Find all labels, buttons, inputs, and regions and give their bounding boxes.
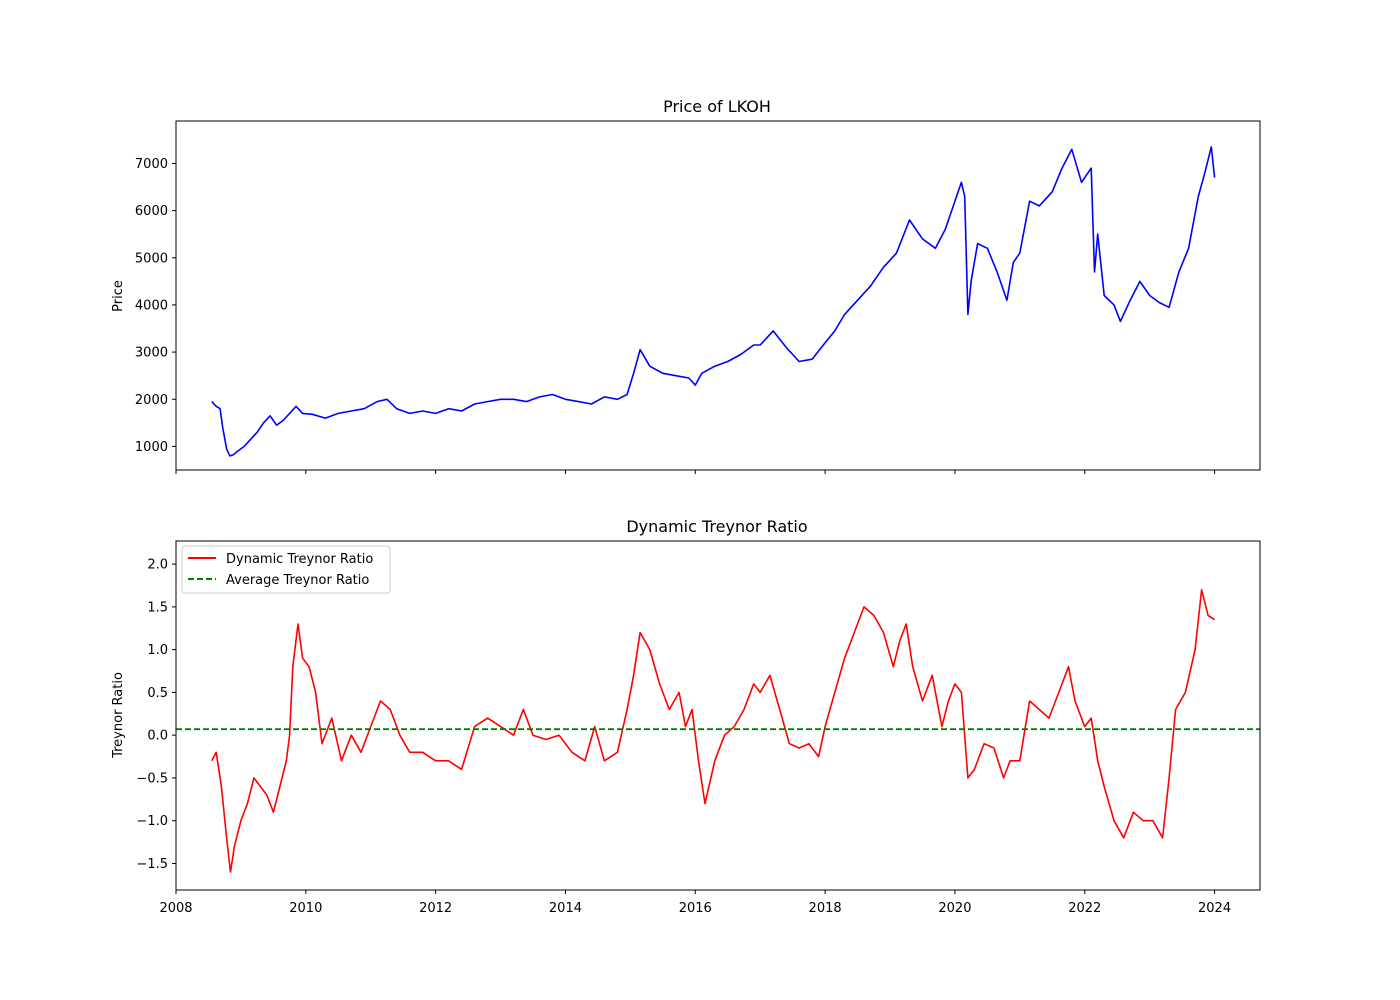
y-tick-label: 7000	[135, 157, 168, 172]
x-tick-label: 2008	[159, 901, 192, 916]
treynor-y-axis-label: Treynor Ratio	[111, 672, 126, 759]
price-y-ticks: 1000 2000 3000 4000 5000 6000 7000	[135, 157, 176, 455]
treynor-legend: Dynamic Treynor Ratio Average Treynor Ra…	[181, 545, 391, 594]
x-tick-label: 2018	[809, 901, 842, 916]
y-tick-label: −1.0	[136, 814, 168, 829]
price-panel: Price of LKOH Price 1000 2000 3000 4000 5000…	[111, 97, 1261, 474]
y-tick-label: 0.5	[147, 686, 168, 701]
treynor-axes-frame	[175, 540, 1261, 891]
price-x-ticks	[175, 470, 1216, 474]
x-tick-label: 2014	[549, 901, 582, 916]
series-line	[211, 146, 1216, 457]
treynor-chart-title: Dynamic Treynor Ratio	[626, 517, 807, 536]
legend-label-dynamic: Dynamic Treynor Ratio	[226, 552, 373, 567]
price-lines	[211, 146, 1216, 457]
series-line	[210, 588, 1216, 873]
y-tick-label: 3000	[135, 346, 168, 361]
treynor-y-ticks: −1.5 −1.0 −0.5 0.0 0.5 1.0 1.5 2.0	[136, 558, 176, 872]
x-tick-label: 2024	[1198, 901, 1231, 916]
x-tick-label: 2010	[289, 901, 322, 916]
y-tick-label: 6000	[135, 204, 168, 219]
y-tick-label: −1.5	[136, 857, 168, 872]
x-tick-label: 2022	[1068, 901, 1101, 916]
treynor-panel: Dynamic Treynor Ratio Treynor Ratio −1.5…	[111, 517, 1261, 916]
y-tick-label: 1.0	[147, 643, 168, 658]
y-tick-label: −0.5	[136, 771, 168, 786]
x-tick-label: 2020	[938, 901, 971, 916]
legend-box	[181, 545, 391, 594]
y-tick-label: 2.0	[147, 558, 168, 573]
y-tick-label: 2000	[135, 393, 168, 408]
price-axes-frame	[175, 120, 1261, 471]
y-tick-label: 1.5	[147, 600, 168, 615]
y-tick-label: 5000	[135, 251, 168, 266]
treynor-lines	[176, 588, 1260, 873]
legend-label-average: Average Treynor Ratio	[226, 573, 369, 588]
x-tick-label: 2016	[679, 901, 712, 916]
price-y-axis-label: Price	[111, 280, 126, 312]
treynor-x-ticks: 2008 2010 2012 2014 2016 2018 2020 2022 2024	[159, 890, 1231, 916]
y-tick-label: 1000	[135, 440, 168, 455]
price-chart-title: Price of LKOH	[663, 97, 771, 116]
y-tick-label: 4000	[135, 298, 168, 313]
x-tick-label: 2012	[419, 901, 452, 916]
y-tick-label: 0.0	[147, 729, 168, 744]
